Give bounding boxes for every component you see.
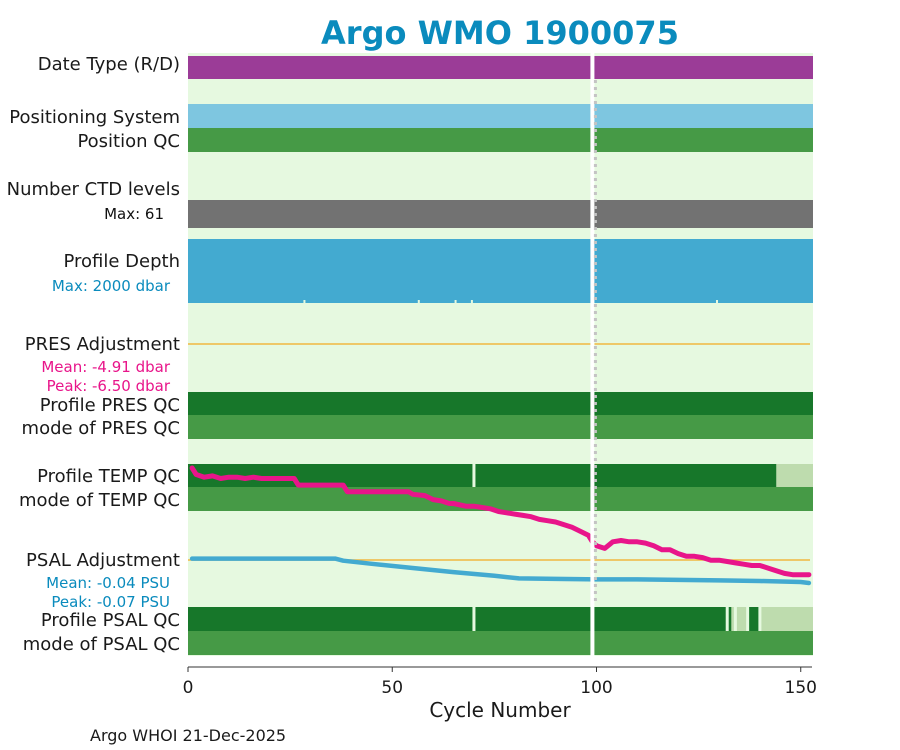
- row-label-mode-pres-qc: mode of PRES QC: [22, 418, 180, 439]
- x-tick-label: 100: [580, 678, 612, 698]
- row-label-mode-psal-qc: mode of PSAL QC: [23, 634, 180, 655]
- psal-qc-gap: [725, 607, 729, 631]
- depth-max-label: Max: 2000 dbar: [52, 277, 171, 295]
- row-label-pres-adjustment: PRES Adjustment: [25, 334, 180, 355]
- psal-qc-gap: [472, 607, 476, 631]
- row-label-profile-pres-qc: Profile PRES QC: [40, 395, 180, 416]
- psal-qc-gap: [746, 607, 750, 631]
- mode-psal-qc-bar: [188, 631, 813, 655]
- x-tick-label: 50: [381, 678, 403, 698]
- row-label-mode-temp-qc: mode of TEMP QC: [19, 490, 180, 511]
- adjustment-series: [188, 343, 812, 586]
- panel-backgrounds: [188, 53, 813, 656]
- temp-qc-partial-segment: [776, 464, 813, 487]
- profile-depth-notch: [303, 300, 306, 303]
- profile-depth-notch: [716, 300, 719, 303]
- psal-qc-partial-segment: [731, 607, 748, 631]
- profile-temp-qc-bar: [188, 464, 813, 487]
- x-axis-label: Cycle Number: [429, 698, 571, 722]
- profile-depth-bar: [188, 239, 813, 303]
- profile-depth-notch: [417, 300, 420, 303]
- temp-qc-gap: [472, 464, 476, 487]
- temp-adjustment-line: [189, 465, 812, 578]
- highlight-cycle-layer: [590, 53, 597, 656]
- status-bars: [188, 56, 813, 655]
- psal-peak-label: Peak: -0.07 PSU: [51, 593, 170, 611]
- mode-temp-qc-bar: [188, 487, 813, 511]
- profile-psal-qc-bar: [188, 607, 813, 631]
- position-qc-bar: [188, 128, 813, 152]
- x-tick-label: 0: [183, 678, 194, 698]
- psal-qc-gap: [733, 607, 737, 631]
- ctd-levels-bar: [188, 200, 813, 228]
- row-label-date-type: Date Type (R/D): [38, 54, 180, 75]
- row-label-positioning-system: Positioning System: [9, 107, 180, 128]
- psal-adjustment-line: [189, 556, 812, 586]
- psal-mean-label: Mean: -0.04 PSU: [46, 574, 170, 592]
- row-label-ctd-levels: Number CTD levels: [7, 179, 180, 200]
- x-axis: 0 50 100 150: [183, 666, 817, 698]
- psal-qc-gap: [758, 607, 762, 631]
- chart-title: Argo WMO 1900075: [321, 14, 679, 52]
- profile-pres-qc-bar: [188, 392, 813, 415]
- psal-qc-partial-segment: [759, 607, 813, 631]
- panel-background: [188, 53, 813, 656]
- date-type-bar: [188, 56, 813, 79]
- row-label-position-qc: Position QC: [77, 131, 180, 152]
- x-tick-label: 150: [785, 678, 817, 698]
- footer-credit: Argo WHOI 21-Dec-2025: [90, 726, 286, 745]
- profile-depth-notch: [470, 300, 473, 303]
- positioning-system-bar: [188, 104, 813, 128]
- mode-pres-qc-bar: [188, 415, 813, 439]
- row-label-psal-adjustment: PSAL Adjustment: [26, 550, 180, 571]
- profile-depth-notch: [454, 300, 457, 303]
- row-label-profile-temp-qc: Profile TEMP QC: [37, 466, 180, 487]
- pres-mean-label: Mean: -4.91 dbar: [41, 358, 171, 376]
- ctd-max-label: Max: 61: [104, 205, 164, 223]
- row-label-profile-depth: Profile Depth: [63, 251, 180, 272]
- pres-peak-label: Peak: -6.50 dbar: [47, 377, 171, 395]
- row-label-profile-psal-qc: Profile PSAL QC: [41, 610, 180, 631]
